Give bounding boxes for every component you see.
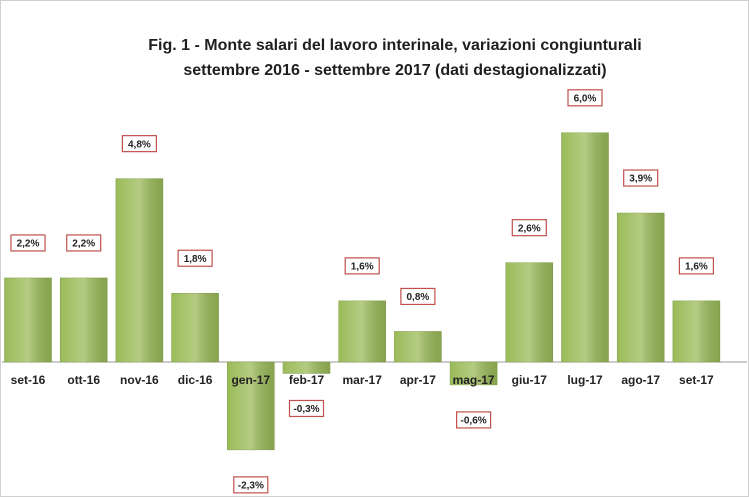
bar	[338, 300, 386, 363]
x-tick-label: feb-17	[289, 373, 325, 387]
bar	[394, 331, 442, 363]
chart-title: Fig. 1 - Monte salari del lavoro interin…	[148, 37, 641, 54]
bar	[59, 277, 108, 363]
value-label-box	[400, 287, 436, 306]
x-tick-label: set-17	[679, 373, 714, 387]
value-label-box	[121, 135, 158, 153]
value-label-box	[456, 411, 492, 429]
x-tick-label: ott-16	[67, 373, 100, 387]
value-label-box	[288, 399, 325, 418]
x-tick-label: mar-17	[343, 373, 383, 387]
x-tick-label: nov-16	[120, 373, 159, 387]
value-label-box	[511, 219, 547, 237]
x-tick-label: ago-17	[621, 373, 660, 387]
value-label-box	[678, 257, 715, 275]
bar	[616, 212, 665, 363]
value-label: -0,6%	[461, 416, 487, 427]
value-label-box	[567, 89, 603, 107]
value-label: 1,8%	[184, 254, 207, 265]
bar	[672, 300, 721, 363]
value-label-box	[623, 169, 659, 187]
value-label: 1,6%	[685, 262, 708, 273]
x-tick-label: mag-17	[453, 373, 495, 387]
value-label: 3,9%	[629, 174, 652, 185]
value-label-box	[233, 476, 269, 494]
x-tick-label: giu-17	[512, 373, 548, 387]
value-label: 2,2%	[17, 239, 40, 250]
x-tick-label: apr-17	[400, 373, 436, 387]
x-tick-label: lug-17	[567, 373, 603, 387]
x-tick-label: dic-16	[178, 373, 213, 387]
value-label: 6,0%	[574, 93, 597, 104]
value-label: -2,3%	[238, 481, 264, 492]
value-label-box	[344, 257, 380, 275]
value-label: 4,8%	[128, 139, 151, 150]
bar	[115, 178, 164, 363]
bar	[4, 277, 52, 363]
value-label: 1,6%	[351, 262, 374, 273]
bar	[505, 262, 554, 363]
bar	[171, 292, 219, 363]
chart-subtitle: settembre 2016 - settembre 2017 (dati de…	[183, 62, 606, 79]
value-label-box	[66, 234, 102, 252]
value-label: 0,8%	[407, 292, 430, 303]
value-label-box	[10, 234, 46, 252]
value-label: 2,2%	[72, 239, 95, 250]
bar	[561, 132, 609, 363]
value-label-box	[177, 249, 213, 267]
value-label: 2,6%	[518, 223, 541, 234]
value-label: -0,3%	[293, 404, 319, 415]
bar	[282, 361, 331, 374]
x-tick-label: gen-17	[231, 373, 270, 387]
x-tick-label: set-16	[11, 373, 46, 387]
